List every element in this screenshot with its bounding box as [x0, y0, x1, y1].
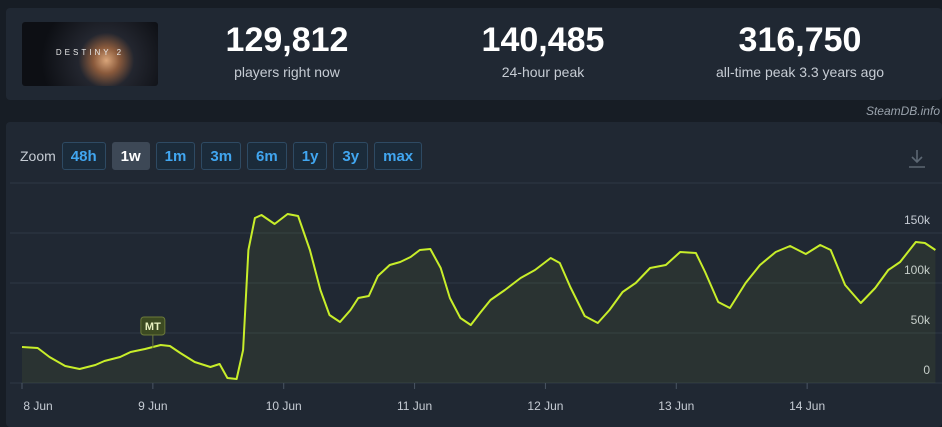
chart-panel — [6, 122, 942, 427]
annotation-badge — [140, 316, 166, 336]
source-link[interactable]: SteamDB.info — [865, 104, 940, 118]
x-tick-label: 11 Jun — [397, 399, 432, 413]
download-button[interactable] — [906, 148, 928, 170]
zoom-label: Zoom — [20, 148, 56, 164]
x-tick-label: 8 Jun — [23, 399, 52, 413]
x-tick-label: 10 Jun — [266, 399, 302, 413]
x-tick-label: 14 Jun — [789, 399, 825, 413]
x-tick-label: 13 Jun — [658, 399, 694, 413]
zoom-bar: Zoom 48h 1w 1m 3m 6m 1y 3y max — [20, 142, 423, 170]
zoom-button[interactable]: 6m — [247, 142, 287, 170]
annotation-label: MT — [145, 321, 161, 333]
y-tick-label: 0 — [923, 363, 930, 377]
stat-label: players right now — [234, 64, 340, 80]
series-line — [21, 213, 936, 380]
zoom-button[interactable]: 3y — [333, 142, 369, 170]
stat-label: 24-hour peak — [501, 64, 585, 80]
y-tick-label: 100k — [904, 263, 931, 277]
stat: 129,812 players right now — [167, 20, 407, 80]
x-tick-label: 9 Jun — [138, 399, 167, 413]
stat: 140,485 24-hour peak — [423, 20, 663, 80]
stat-label: all-time peak 3.3 years ago — [715, 64, 885, 80]
zoom-button[interactable]: 1y — [292, 142, 328, 170]
stat-value: 129,812 — [225, 21, 349, 59]
game-logo: DESTINY 2 — [55, 48, 125, 57]
zoom-button[interactable]: max — [374, 142, 423, 170]
stat-value: 316,750 — [738, 21, 862, 59]
zoom-button[interactable]: 1w — [111, 142, 150, 170]
stats-panel: DESTINY 2 129,812 players right now 140,4… — [6, 8, 942, 100]
zoom-button[interactable]: 48h — [61, 142, 106, 170]
stat: 316,750 all-time peak 3.3 years ago — [680, 20, 920, 80]
game-image[interactable]: DESTINY 2 — [22, 22, 158, 86]
stat-value: 140,485 — [481, 21, 605, 59]
area-fill — [22, 214, 936, 383]
y-tick-label: 150k — [904, 213, 931, 227]
y-tick-label: 50k — [911, 313, 931, 327]
zoom-button[interactable]: 3m — [201, 142, 242, 170]
x-tick-label: 12 Jun — [527, 399, 563, 413]
zoom-button[interactable]: 1m — [155, 142, 196, 170]
